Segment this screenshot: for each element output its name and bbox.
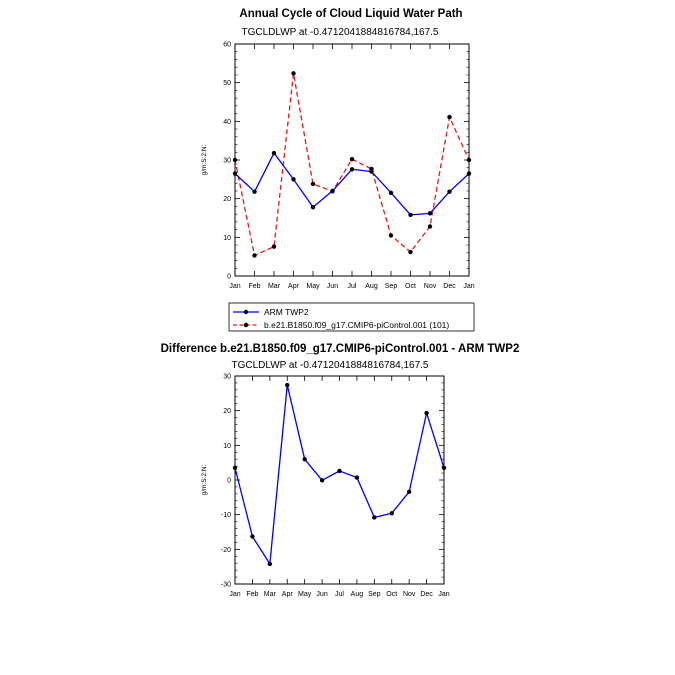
chart-1-ytick-label: 0 bbox=[227, 274, 231, 281]
chart-1-xtick-label: Aug bbox=[365, 283, 378, 290]
chart-2-y-axis-label: g/m:S:2:N: bbox=[201, 464, 208, 495]
chart-2-xtick-label: Oct bbox=[386, 591, 397, 598]
chart-1-series-1-point bbox=[369, 166, 374, 172]
legend-label-arm: ARM TWP2 bbox=[264, 307, 309, 317]
chart-1-ytick-label: 50 bbox=[223, 80, 231, 87]
chart-2-xtick-label: Dec bbox=[420, 591, 433, 598]
chart-2-xtick-label: Jul bbox=[335, 591, 344, 598]
chart-2-ytick-label: -20 bbox=[221, 547, 231, 554]
chart-1-ytick-label: 20 bbox=[223, 196, 231, 203]
chart-1-series-1-point bbox=[291, 71, 296, 76]
chart-1-ytick-label: 40 bbox=[223, 119, 231, 126]
chart-1-series-0-point bbox=[466, 171, 472, 176]
chart-1-series-0-point bbox=[349, 167, 355, 172]
chart-1-series-1-point bbox=[466, 157, 472, 163]
chart-2-series-0-point bbox=[285, 382, 290, 388]
chart-1-series-0-point bbox=[271, 150, 277, 156]
chart-2-ytick-label: 20 bbox=[223, 408, 231, 415]
chart-1-xtick-label: Jul bbox=[348, 283, 357, 290]
chart-2-ytick-label: -30 bbox=[221, 582, 231, 589]
chart-1: Annual Cycle of Cloud Liquid Water Path … bbox=[201, 8, 475, 332]
chart-2-xtick-label: Sep bbox=[368, 591, 381, 598]
chart-2-series-0-point bbox=[372, 515, 377, 520]
chart-1-series-0-point bbox=[447, 189, 452, 194]
chart-2-series-0-point bbox=[441, 465, 447, 471]
chart-2-series-0-point bbox=[302, 457, 307, 462]
chart-2-x-axis: Jan Feb Mar Apr May Jun Jul Aug Sep Oct Nov Dec Jan bbox=[229, 376, 450, 598]
chart-2-xtick-label: Jun bbox=[316, 591, 327, 598]
chart-2-series-0-point bbox=[389, 511, 394, 516]
chart-1-series-0-point bbox=[291, 177, 296, 182]
chart-1-series-1-point bbox=[330, 189, 335, 194]
chart-2-xtick-label: Aug bbox=[351, 591, 364, 598]
chart-2: Difference b.e21.B1850.f09_g17.CMIP6-piC… bbox=[161, 343, 520, 598]
chart-1-y-axis: 0 10 20 30 40 50 60 bbox=[223, 42, 469, 281]
chart-2-series-0-point bbox=[250, 534, 255, 539]
chart-1-ytick-label: 10 bbox=[223, 235, 231, 242]
chart-1-x-axis: Jan Feb Mar Apr May Jun Jul Aug Sep Oct Nov Dec Jan bbox=[229, 44, 475, 290]
chart-2-y-axis: -30 -20 -10 0 10 20 30 bbox=[221, 374, 444, 589]
chart-2-xtick-label: Mar bbox=[264, 591, 277, 598]
chart-1-xtick-label: Nov bbox=[424, 283, 437, 290]
chart-1-xtick-label: May bbox=[306, 283, 320, 290]
chart-1-y-axis-label: g/m:S:2:N: bbox=[201, 144, 208, 175]
chart-1-series-0-point bbox=[388, 190, 394, 196]
chart-1-ytick-label: 60 bbox=[223, 42, 231, 49]
chart-2-series-group bbox=[232, 382, 447, 567]
chart-1-xtick-label: Jan bbox=[463, 283, 474, 290]
chart-1-title: Annual Cycle of Cloud Liquid Water Path bbox=[239, 8, 462, 20]
chart-2-ytick-label: 0 bbox=[227, 478, 231, 485]
chart-1-series-1-point bbox=[349, 157, 355, 162]
chart-2-ytick-label: -10 bbox=[221, 512, 231, 519]
chart-2-series-0-point bbox=[337, 468, 342, 474]
chart-2-xtick-label: Jan bbox=[438, 591, 449, 598]
chart-1-series-1-point bbox=[447, 114, 452, 120]
chart-2-xtick-label: Apr bbox=[282, 591, 294, 598]
chart-1-series-0-point bbox=[310, 204, 316, 210]
chart-1-series-1-point bbox=[427, 224, 433, 229]
legend-label-model: b.e21.B1850.f09_g17.CMIP6-piControl.001 … bbox=[264, 320, 449, 330]
chart-1-xtick-label: Jun bbox=[327, 283, 338, 290]
chart-1-subtitle: TGCLDLWP at -0.4712041884816784,167.5 bbox=[242, 27, 439, 38]
chart-1-series-1-point bbox=[252, 253, 257, 258]
chart-1-series-1-point bbox=[232, 157, 238, 163]
chart-2-series-0-point bbox=[232, 465, 238, 471]
chart-2-ytick-label: 30 bbox=[223, 374, 231, 381]
chart-1-ytick-label: 30 bbox=[223, 158, 231, 165]
chart-1-series-0-point bbox=[252, 189, 257, 194]
chart-2-xtick-label: Nov bbox=[403, 591, 416, 598]
chart-1-xtick-label: Dec bbox=[443, 283, 456, 290]
chart-1-xtick-label: Mar bbox=[268, 283, 281, 290]
chart-1-series-0-point bbox=[427, 211, 433, 216]
chart-1-series-0-point bbox=[408, 212, 413, 218]
chart-1-legend: ARM TWP2 b.e21.B1850.f09_g17.CMIP6-piCon… bbox=[228, 302, 475, 332]
legend-marker-model bbox=[243, 322, 249, 328]
chart-2-subtitle: TGCLDLWP at -0.4712041884816784,167.5 bbox=[232, 360, 429, 371]
chart-2-xtick-label: Feb bbox=[246, 591, 258, 598]
legend-box bbox=[228, 302, 475, 332]
chart-2-series-0-point bbox=[319, 478, 325, 483]
chart-2-series-0-point bbox=[424, 410, 429, 416]
chart-2-xtick-label: Jan bbox=[229, 591, 240, 598]
chart-1-series-1-point bbox=[310, 181, 316, 187]
chart-2-series-0-point bbox=[354, 475, 360, 480]
chart-1-xtick-label: Feb bbox=[248, 283, 260, 290]
legend-marker-arm bbox=[243, 309, 249, 315]
chart-2-title: Difference b.e21.B1850.f09_g17.CMIP6-piC… bbox=[161, 343, 520, 355]
chart-1-xtick-label: Oct bbox=[405, 283, 416, 290]
chart-1-series-1-point bbox=[408, 249, 413, 255]
chart-1-series-1-point bbox=[271, 244, 277, 249]
chart-2-ytick-label: 10 bbox=[223, 443, 231, 450]
chart-1-series-0-point bbox=[232, 171, 238, 176]
chart-2-series-0-point bbox=[406, 489, 412, 494]
chart-1-series-group bbox=[232, 71, 472, 258]
chart-1-xtick-label: Apr bbox=[288, 283, 300, 290]
chart-2-xtick-label: May bbox=[298, 591, 312, 598]
chart-2-series-0-point bbox=[267, 561, 273, 567]
chart-1-xtick-label: Sep bbox=[385, 283, 398, 290]
chart-1-xtick-label: Jan bbox=[229, 283, 240, 290]
chart-1-series-1-point bbox=[388, 233, 394, 238]
